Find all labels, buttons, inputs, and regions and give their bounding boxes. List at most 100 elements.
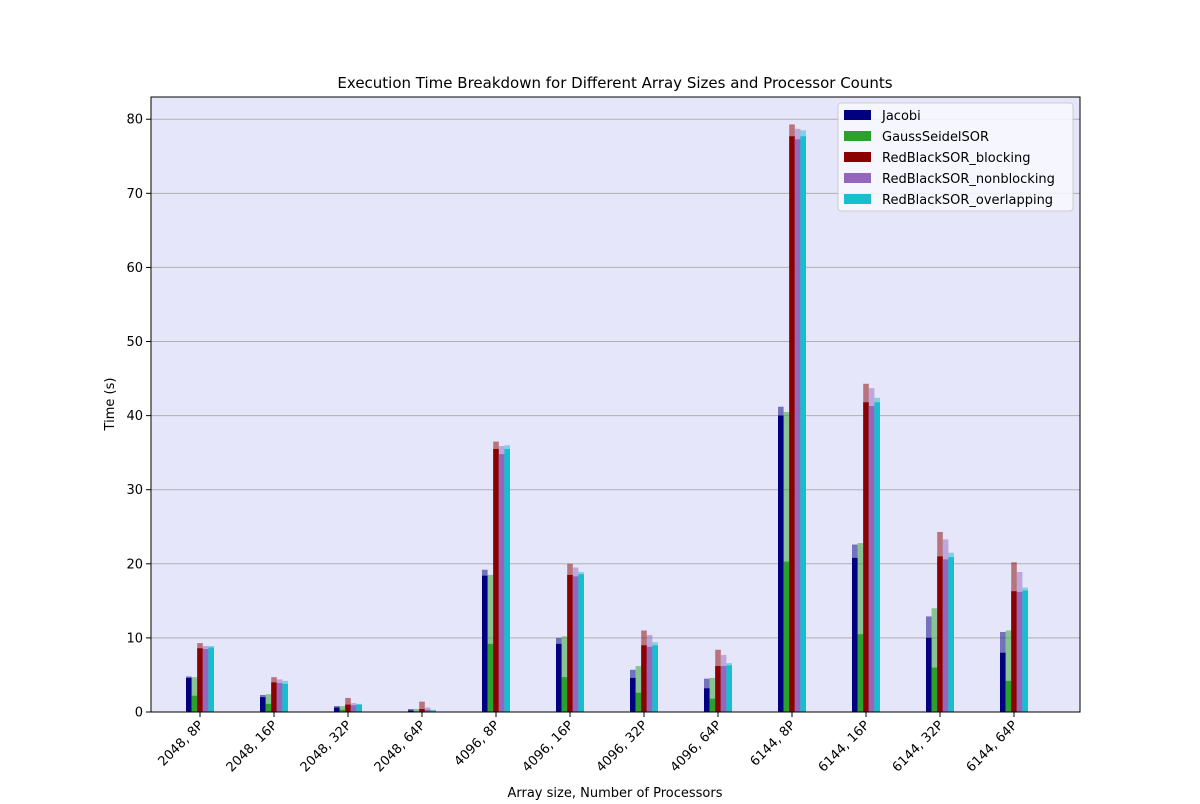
bar (794, 139, 801, 713)
y-tick-label: 20 (126, 557, 143, 572)
x-tick-label: 4096, 16P (520, 718, 577, 775)
y-tick-label: 10 (126, 631, 143, 646)
bar (260, 697, 266, 712)
bar-total (339, 706, 346, 712)
bar (419, 709, 425, 712)
bar (1016, 591, 1023, 712)
y-tick-label: 70 (126, 187, 143, 202)
bar-total (709, 677, 716, 712)
legend-label: RedBlackSOR_blocking (882, 151, 1030, 166)
bar (641, 645, 647, 712)
plot-frame (150, 96, 1081, 713)
bar (487, 643, 494, 712)
x-tick-label: 6144, 16P (816, 718, 873, 775)
bar (778, 415, 784, 712)
bar (1000, 652, 1006, 712)
bar-total (931, 608, 938, 712)
bar (356, 704, 362, 712)
y-tick-label: 30 (126, 483, 143, 498)
bar (1005, 680, 1012, 712)
bar (202, 649, 209, 712)
y-tick-label: 80 (126, 113, 143, 128)
bar (561, 677, 568, 712)
legend-label: GaussSeidelSOR (882, 130, 989, 145)
bar-total (191, 677, 198, 712)
bar (646, 646, 653, 712)
bar (493, 448, 499, 712)
x-axis: 2048, 8P 2048, 16P 2048, 32P 2048, 64P 4096,… (156, 712, 1021, 775)
y-tick-label: 50 (126, 335, 143, 350)
bar (1022, 590, 1028, 712)
legend-box (837, 102, 1074, 212)
bar (282, 683, 288, 712)
y-tick-label: 40 (126, 409, 143, 424)
x-tick-label: 2048, 16P (224, 718, 281, 775)
bar-total (419, 701, 425, 712)
x-tick-label: 2048, 32P (298, 718, 355, 775)
bar (630, 677, 636, 712)
bar (635, 692, 642, 712)
bar-total (487, 574, 494, 712)
bar (424, 709, 431, 712)
bar (1011, 591, 1017, 712)
bar (498, 454, 505, 712)
x-tick-label: 4096, 8P (452, 718, 503, 769)
y-axis: 0 10 20 30 40 50 60 70 80 (126, 113, 151, 721)
bar (783, 561, 790, 712)
bar (334, 707, 340, 712)
x-tick-label: 4096, 32P (594, 718, 651, 775)
bar (937, 556, 943, 712)
bar (208, 647, 214, 712)
chart-title: Execution Time Breakdown for Different A… (337, 74, 892, 92)
bar (271, 682, 277, 712)
x-tick-label: 6144, 64P (964, 718, 1021, 775)
bar (345, 704, 351, 712)
bar (709, 698, 716, 712)
bar-total (1005, 630, 1012, 712)
bar (186, 677, 192, 712)
bar-total (561, 636, 568, 712)
bar (652, 645, 658, 712)
bar (197, 648, 203, 712)
bar (704, 688, 710, 712)
bar (852, 557, 858, 712)
x-tick-label: 6144, 8P (748, 718, 799, 769)
bar (942, 559, 949, 712)
bar (482, 575, 488, 712)
x-tick-label: 2048, 64P (372, 718, 429, 775)
bar (931, 667, 938, 712)
bars (186, 124, 1028, 713)
bar (191, 695, 198, 712)
bar (265, 703, 272, 712)
legend-label: RedBlackSOR_nonblocking (882, 172, 1055, 187)
bar (857, 634, 864, 712)
y-axis-label: Time (s) (103, 378, 118, 432)
bar (276, 683, 283, 712)
bar-total (265, 694, 272, 712)
bar-total (413, 709, 420, 712)
legend-swatch (844, 131, 871, 141)
bar-total (857, 543, 864, 712)
bar (504, 448, 510, 712)
legend-label: RedBlackSOR_overlapping (882, 193, 1053, 208)
x-tick-label: 2048, 8P (156, 718, 207, 769)
bar (430, 710, 436, 712)
bar (567, 574, 573, 712)
bar (572, 576, 579, 712)
bar (408, 710, 414, 712)
legend-swatch (844, 173, 871, 183)
x-tick-label: 6144, 32P (890, 718, 947, 775)
legend-swatch (844, 194, 871, 204)
legend-swatch (844, 152, 871, 162)
bar-total (635, 666, 642, 712)
legend: Jacobi GaussSeidelSOR RedBlackSOR_blocking… (837, 102, 1074, 212)
bar (556, 643, 562, 712)
bar (339, 709, 346, 712)
bar (926, 637, 932, 712)
x-axis-label: Array size, Number of Processors (507, 786, 722, 800)
bar (715, 666, 721, 712)
y-tick-label: 60 (126, 261, 143, 276)
bar (578, 574, 584, 712)
